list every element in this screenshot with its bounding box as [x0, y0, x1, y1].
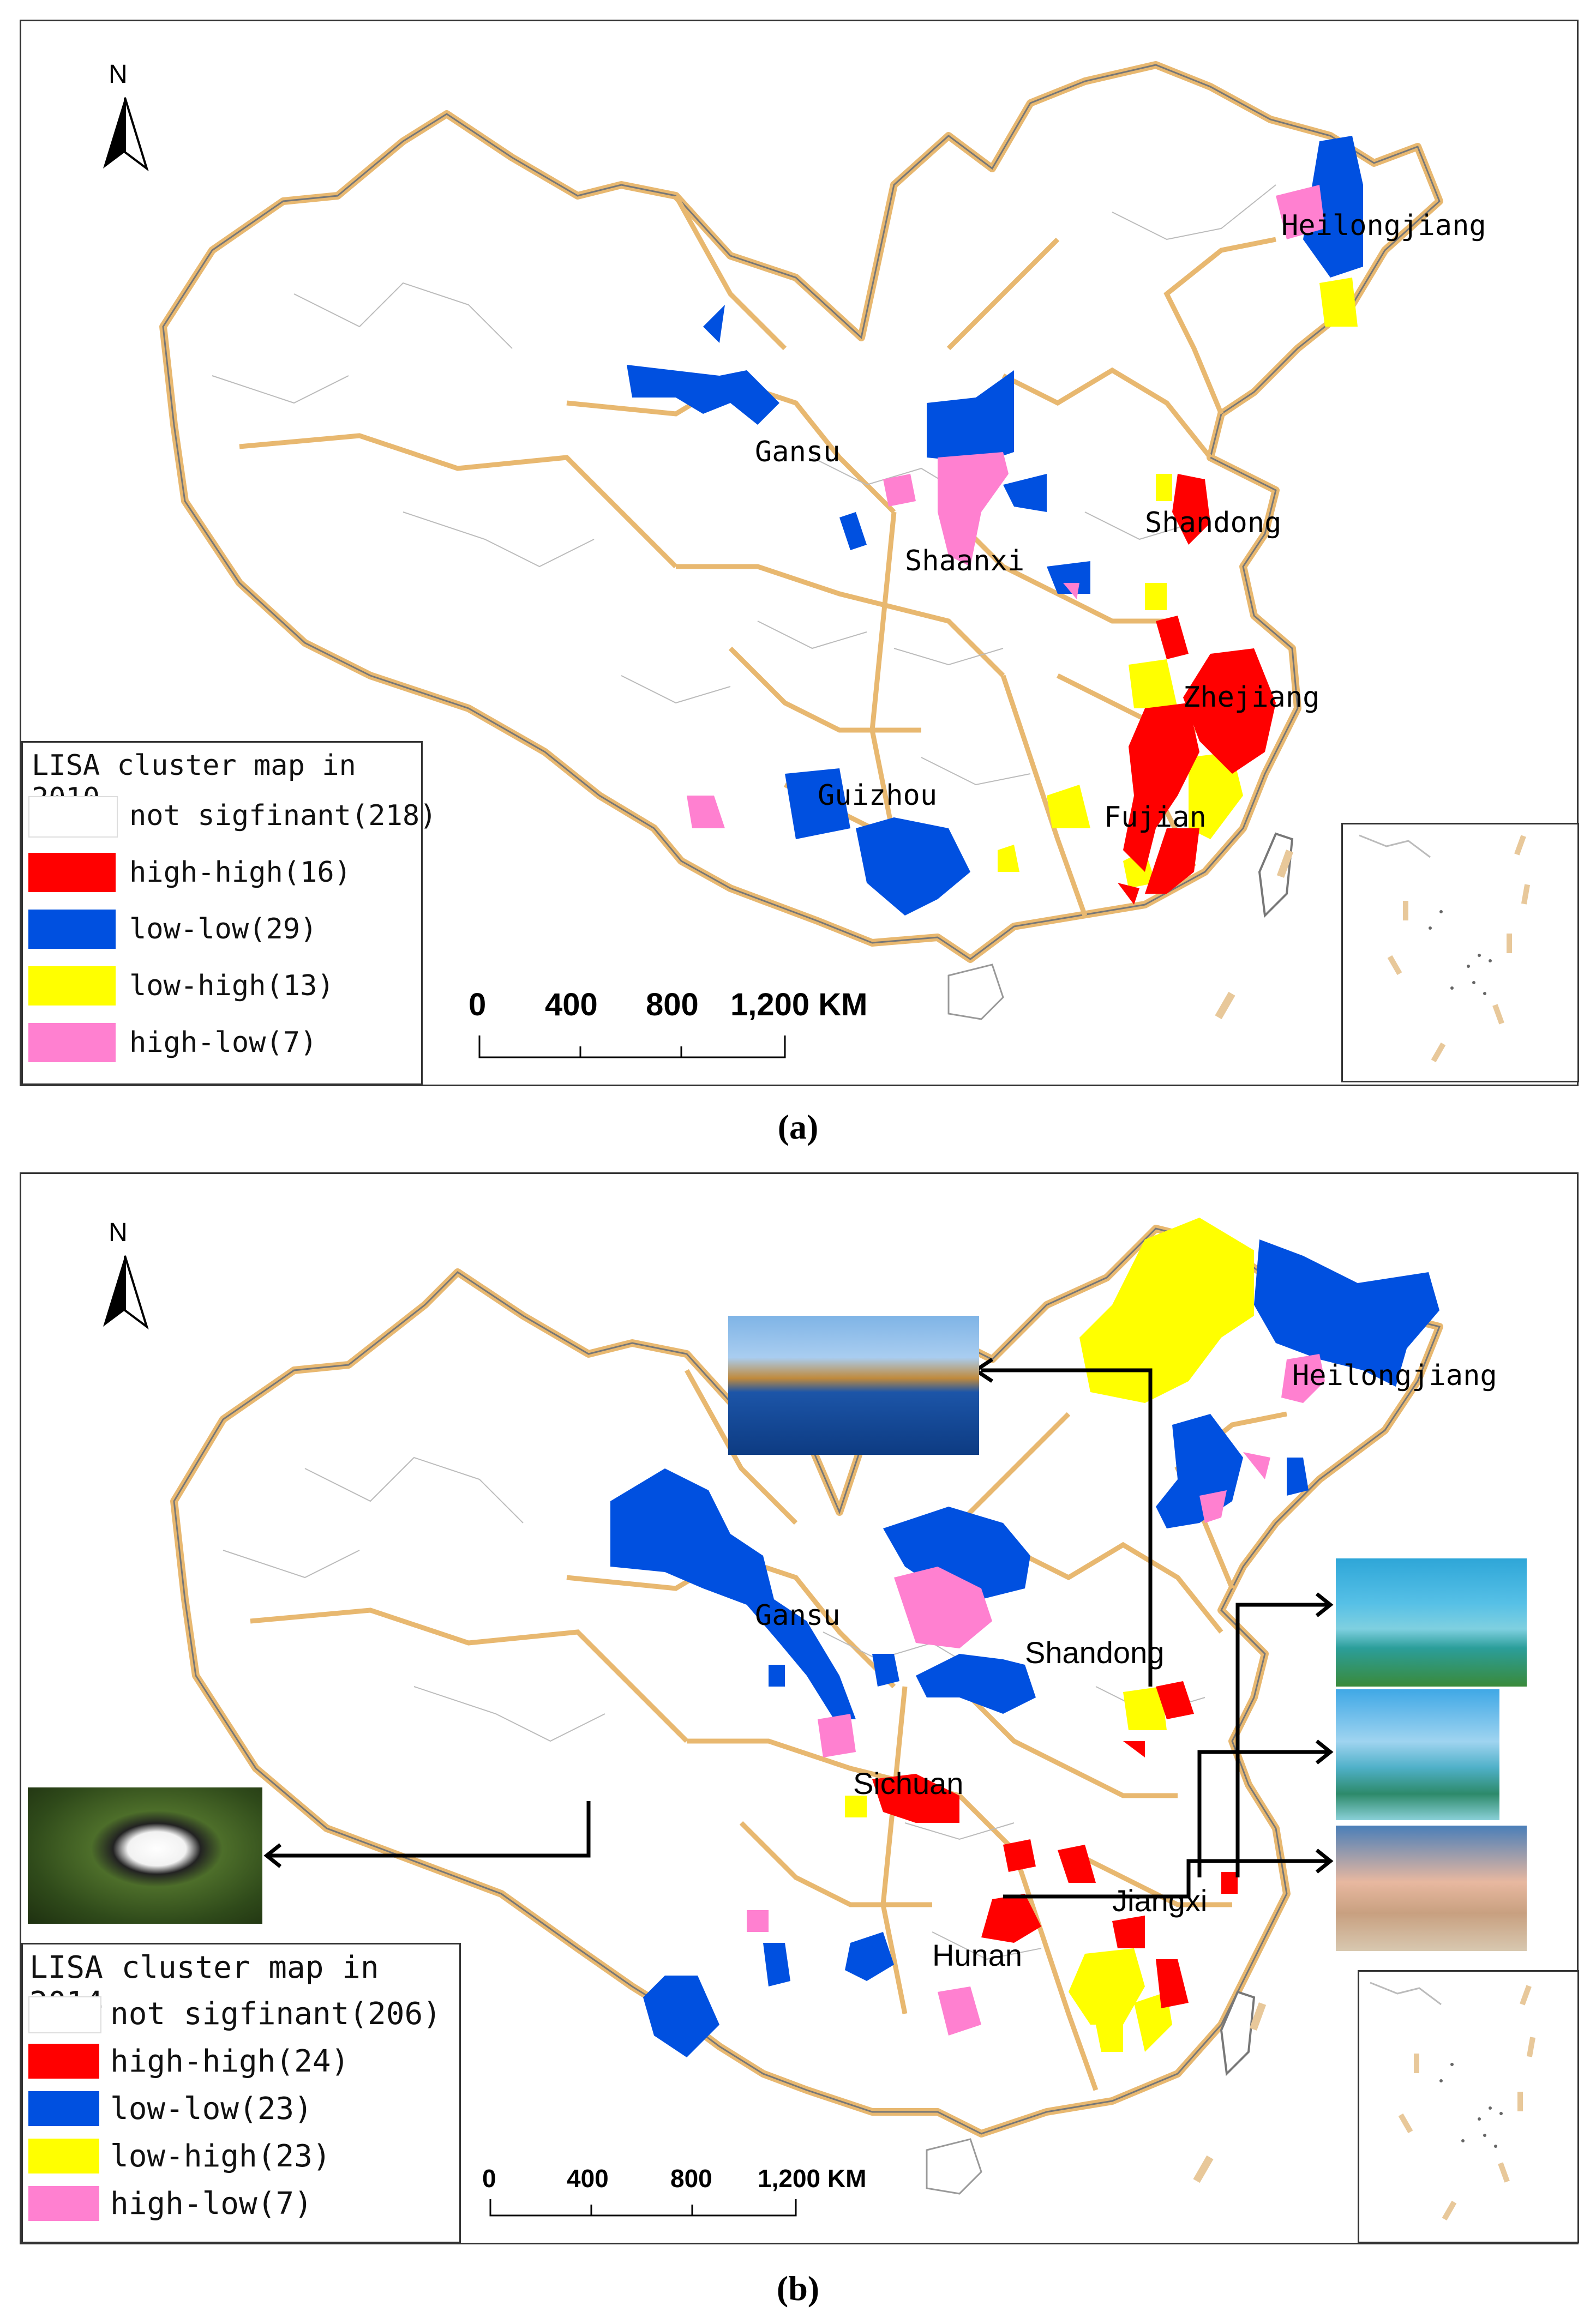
low-high-clusters	[845, 1218, 1254, 2052]
beach-photo	[1336, 1826, 1527, 1951]
legend-2014: LISA cluster map in 2014 not sigfinant(2…	[21, 1943, 461, 2243]
north-arrow-icon	[103, 1255, 149, 1330]
province-label-guizhou: Guizhou	[818, 779, 938, 812]
connector-arrows	[263, 1358, 1334, 1899]
taiwan-island	[1220, 1990, 1256, 2076]
province-borders	[250, 1369, 1287, 2091]
legend-label: not sigfinant(218)	[129, 799, 437, 832]
taiwan-island	[1258, 832, 1294, 918]
legend-swatch-high-low	[28, 1023, 116, 1062]
scale-label-1200: 1,200 KM	[730, 987, 868, 1022]
high-high-clusters	[872, 1681, 1238, 2008]
north-arrow-icon	[103, 97, 149, 172]
nine-dash-marks-main	[1215, 850, 1294, 1020]
scale-label-800: 800	[646, 987, 699, 1022]
province-label-heilongjiang: Heilongjiang	[1281, 209, 1486, 242]
province-label-gansu: Gansu	[755, 436, 841, 468]
legend-label: high-low(7)	[110, 2186, 313, 2221]
province-label-zhejiang: Zhejiang	[1183, 681, 1320, 714]
province-label-sichuan: Sichuan	[853, 1766, 964, 1801]
wetland-photo	[728, 1316, 979, 1455]
south-china-sea-inset-map	[1370, 1982, 1536, 2221]
south-china-sea-inset	[1358, 1970, 1579, 2243]
coastal-wetland-photo	[1336, 1689, 1499, 1820]
legend-swatch-low-high	[28, 2139, 99, 2174]
hainan-island	[926, 2138, 982, 2195]
scale-label-1200: 1,200 KM	[758, 2164, 867, 2193]
hainan-island	[947, 964, 1004, 1020]
scale-bar	[489, 2199, 797, 2217]
map-panel-b: N Heilongjiang Gansu Shandong Sichuan Ji…	[20, 1172, 1579, 2244]
legend-label: low-high(13)	[129, 970, 334, 1002]
nine-dash-marks-main	[1193, 2002, 1267, 2183]
legend-swatch-high-high	[28, 853, 116, 892]
legend-label: low-low(23)	[110, 2091, 313, 2127]
panda-photo	[28, 1787, 262, 1924]
north-label: N	[109, 1218, 128, 1247]
legend-label: low-low(29)	[129, 913, 317, 946]
north-label: N	[109, 60, 128, 89]
province-label-shandong: Shandong	[1025, 1635, 1165, 1670]
legend-label: high-low(7)	[129, 1026, 317, 1059]
legend-swatch-high-low	[28, 2186, 99, 2221]
legend-label: high-high(16)	[129, 856, 351, 889]
legend-label: low-high(23)	[110, 2139, 331, 2174]
high-low-clusters	[687, 185, 1325, 828]
scale-label-400: 400	[545, 987, 598, 1022]
scale-label-0: 0	[482, 2164, 496, 2193]
province-label-hunan: Hunan	[932, 1938, 1023, 1972]
province-label-shaanxi: Shaanxi	[905, 545, 1025, 577]
legend-swatch-low-high	[28, 966, 116, 1006]
china-map-2014	[103, 1218, 1443, 2217]
legend-swatch-not-significant	[28, 796, 118, 838]
high-high-clusters	[1118, 474, 1276, 905]
high-low-clusters	[747, 1354, 1325, 2036]
legend-swatch-low-low	[28, 910, 116, 949]
scale-label-800: 800	[670, 2164, 712, 2193]
legend-swatch-high-high	[28, 2044, 99, 2079]
scale-label-400: 400	[567, 2164, 609, 2193]
south-china-sea-inset	[1341, 823, 1579, 1082]
low-low-clusters	[627, 136, 1363, 916]
scale-label-0: 0	[469, 987, 487, 1022]
legend-swatch-low-low	[28, 2091, 99, 2126]
province-label-jiangxi: Jiangxi	[1112, 1883, 1208, 1918]
province-label-gansu: Gansu	[755, 1599, 841, 1632]
province-label-fujian: Fujian	[1104, 801, 1207, 834]
legend-swatch-not-significant	[28, 1996, 101, 2033]
low-high-clusters	[998, 278, 1358, 888]
caption-a: (a)	[777, 1107, 819, 1146]
lake-islands-photo	[1336, 1558, 1527, 1687]
legend-2010: LISA cluster map in 2010 not sigfinant(2…	[21, 741, 437, 1085]
map-panel-a: N Heilongjiang Gansu Shandong Shaanxi Zh…	[20, 20, 1579, 1086]
legend-label: not sigfinant(206)	[110, 1996, 441, 2032]
south-china-sea-inset-map	[1359, 834, 1531, 1063]
legend-label: high-high(24)	[110, 2044, 350, 2079]
china-map-2010	[103, 61, 1443, 1058]
caption-b: (b)	[776, 2269, 820, 2308]
province-label-shandong: Shandong	[1145, 507, 1282, 539]
province-label-heilongjiang: Heilongjiang	[1292, 1359, 1497, 1392]
county-borders	[212, 184, 1276, 786]
scale-bar	[478, 1035, 786, 1058]
